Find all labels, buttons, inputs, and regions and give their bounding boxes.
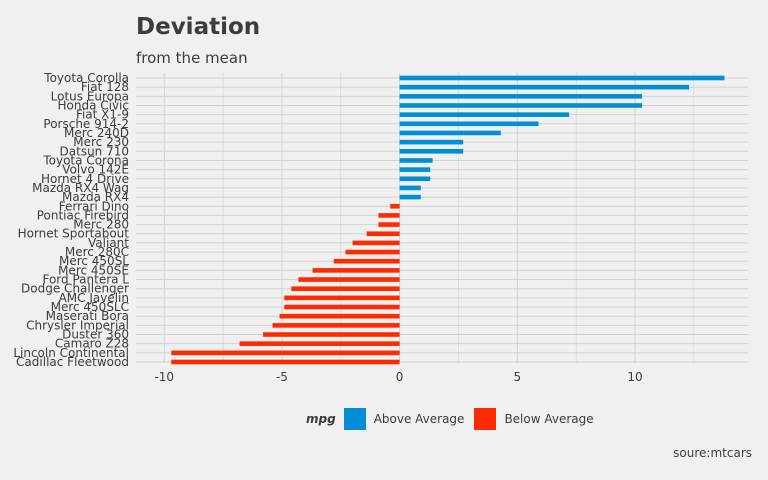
chart-subtitle: from the mean	[136, 49, 248, 67]
category-label: Mazda RX4	[62, 190, 129, 204]
category-label: Merc 450SL	[59, 254, 129, 268]
bar	[378, 213, 400, 218]
bar	[399, 94, 643, 99]
category-label: Volvo 142E	[62, 163, 129, 177]
category-label: Mazda RX4 Wag	[32, 181, 129, 195]
bar	[399, 194, 421, 200]
bar	[171, 350, 400, 356]
bar	[399, 176, 431, 182]
category-label: Dodge Challenger	[21, 282, 129, 296]
chart-caption: soure:mtcars	[673, 446, 752, 460]
category-label: Lincoln Continental	[13, 346, 129, 360]
bar	[239, 341, 400, 346]
x-tick-label: 5	[514, 370, 522, 384]
category-label: Merc 450SLC	[51, 300, 129, 314]
category-label: Cadillac Fleetwood	[16, 355, 129, 369]
bar	[333, 258, 400, 264]
category-label: Ford Pantera L	[42, 273, 129, 287]
legend-key-above	[343, 408, 366, 430]
category-label: Valiant	[88, 236, 129, 250]
chart-title: Deviation	[136, 14, 261, 40]
bar	[263, 332, 400, 337]
legend-label-above: Above Average	[373, 412, 465, 426]
category-label: Duster 360	[62, 328, 129, 342]
bar	[298, 277, 400, 282]
category-label: Chrysler Imperial	[26, 318, 129, 332]
bar	[399, 130, 501, 136]
bar	[399, 75, 725, 81]
category-label: Porsche 914-2	[43, 117, 129, 131]
bar	[171, 359, 400, 365]
legend: mpg Above Average Below Average	[306, 408, 604, 430]
bar	[399, 148, 464, 154]
legend-item-above: Above Average	[343, 408, 465, 430]
bar	[291, 286, 400, 292]
category-label: Datsun 710	[60, 144, 129, 158]
x-tick-label: -5	[276, 370, 288, 384]
tick-layer: -10 -5 0 5 10	[154, 370, 642, 384]
category-label: Toyota Corolla	[43, 71, 129, 85]
category-label: Merc 280C	[65, 245, 129, 259]
bar	[284, 304, 400, 310]
category-label: Hornet Sportabout	[18, 227, 130, 241]
category-label: Maserati Bora	[46, 309, 129, 323]
category-label: Merc 240D	[64, 126, 129, 140]
bar	[279, 313, 400, 319]
bar	[399, 121, 539, 127]
bar	[390, 203, 400, 209]
x-tick-label: -10	[154, 370, 174, 384]
category-label: Fiat 128	[81, 80, 129, 94]
bar-layer	[171, 75, 725, 365]
bar	[399, 139, 464, 145]
bar	[345, 249, 400, 255]
category-label: Toyota Corona	[42, 153, 129, 167]
category-label: Camaro Z28	[55, 337, 129, 351]
category-label: Lotus Europa	[51, 89, 129, 103]
bar	[366, 231, 400, 237]
category-label: Pontiac Firebird	[37, 208, 129, 222]
bar	[399, 103, 643, 108]
legend-label-below: Below Average	[504, 412, 594, 426]
category-label: Merc 450SE	[58, 263, 129, 277]
bar	[399, 158, 433, 163]
bar	[399, 112, 570, 117]
category-label: Honda Civic	[57, 98, 129, 112]
bar	[312, 268, 400, 273]
legend-key-below	[474, 408, 497, 430]
bar	[272, 323, 400, 328]
category-label: Fiat X1-9	[76, 108, 129, 122]
x-tick-label: 0	[396, 370, 404, 384]
bar	[352, 240, 400, 246]
category-label: Merc 230	[73, 135, 129, 149]
category-label: Merc 280	[73, 218, 129, 232]
bar	[399, 185, 421, 191]
x-tick-label: 10	[627, 370, 642, 384]
bar	[399, 167, 431, 172]
legend-title: mpg	[306, 412, 336, 426]
bar	[284, 295, 400, 301]
bar	[378, 222, 400, 227]
legend-item-below: Below Average	[474, 408, 594, 430]
category-label: Ferrari Dino	[59, 199, 129, 213]
category-label: Hornet 4 Drive	[41, 172, 129, 186]
category-label: AMC Javelin	[59, 291, 129, 305]
bar	[399, 84, 690, 90]
